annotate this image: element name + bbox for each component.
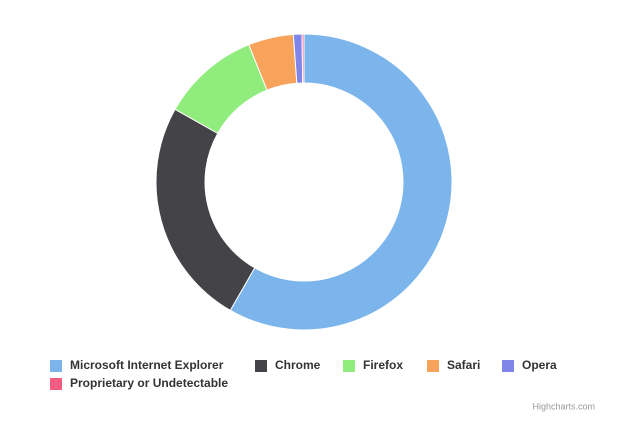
legend-symbol[interactable]: [427, 360, 439, 372]
legend-label[interactable]: Safari: [447, 358, 480, 372]
legend-symbol[interactable]: [502, 360, 514, 372]
slice[interactable]: [301, 33, 305, 84]
legend-symbol[interactable]: [50, 378, 62, 390]
credits[interactable]: Highcharts.com: [532, 401, 595, 411]
legend-label[interactable]: Firefox: [363, 358, 403, 372]
legend-label[interactable]: Microsoft Internet Explorer: [70, 358, 224, 372]
legend-label[interactable]: Chrome: [275, 358, 321, 372]
legend-label[interactable]: Proprietary or Undetectable: [70, 376, 228, 390]
legend-symbol[interactable]: [50, 360, 62, 372]
legend-label[interactable]: Opera: [522, 358, 557, 372]
slice[interactable]: [229, 33, 453, 331]
legend-symbol[interactable]: [255, 360, 267, 372]
legend-symbol[interactable]: [343, 360, 355, 372]
